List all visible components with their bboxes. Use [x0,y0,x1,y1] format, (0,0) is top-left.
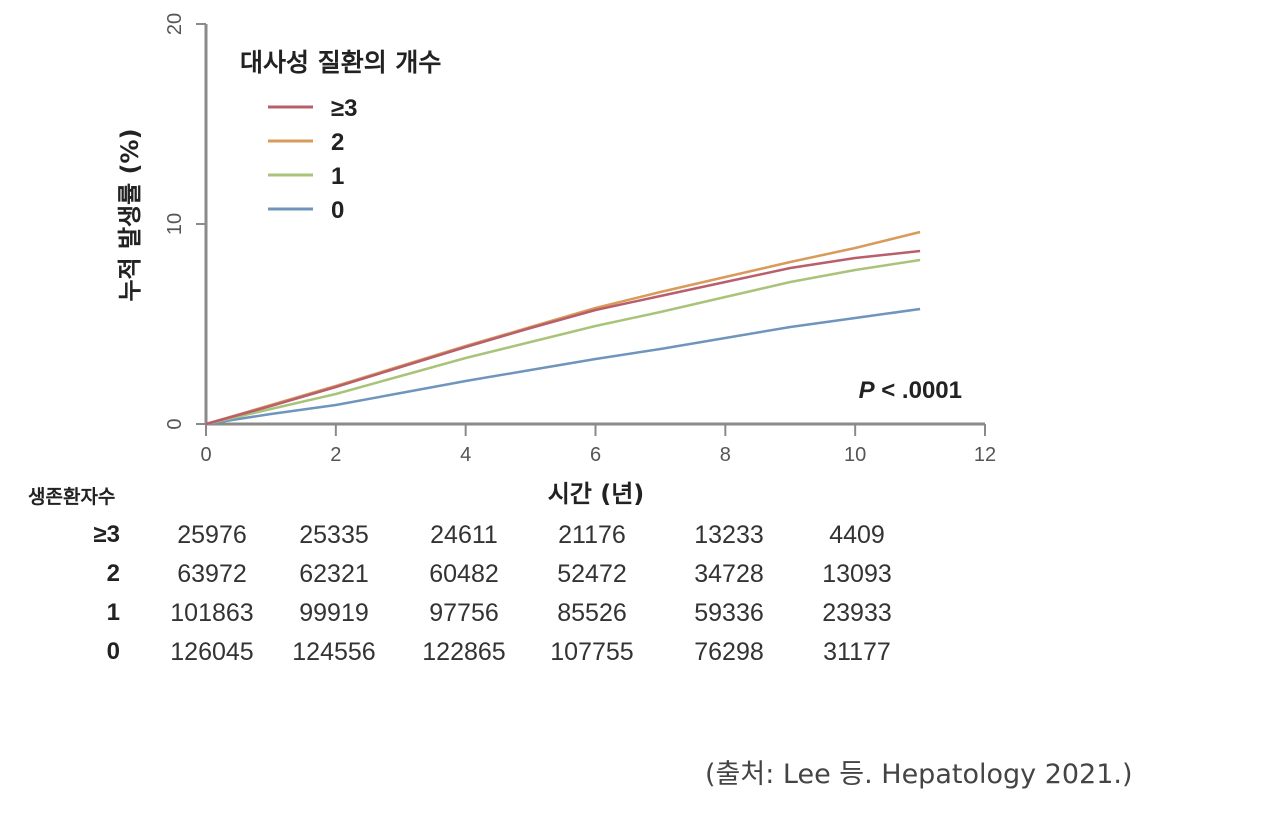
at-risk-cell: 107755 [550,638,634,666]
at-risk-cell: 25976 [177,521,247,549]
series-line-2 [205,230,921,426]
at-risk-cell: 59336 [694,599,764,627]
x-tick-label: 8 [720,444,731,466]
at-risk-cell: 4409 [829,521,885,549]
at-risk-cell: 126045 [170,638,254,666]
legend-label: ≥3 [331,95,358,122]
x-tick-label: 0 [200,444,211,466]
at-risk-group-label: 1 [106,599,120,626]
legend-label: 1 [331,163,344,190]
at-risk-group-label: 2 [106,560,120,587]
source-citation: (출처: Lee 등. Hepatology 2021.) [705,759,1133,790]
at-risk-cell: 63972 [177,560,247,588]
at-risk-cell: 24611 [430,521,498,549]
at-risk-cell: 25335 [299,521,369,549]
p-value-annotation: P < .0001 [859,377,962,404]
y-tick-labels: 0 10 20 [164,13,186,430]
at-risk-group-label: ≥3 [93,521,120,548]
at-risk-cell: 101863 [170,599,254,627]
series-line-0 [205,307,921,426]
at-risk-cell: 34728 [694,560,764,588]
y-axis-title: 누적 발생률 (%) [116,128,144,301]
at-risk-group-label: 0 [106,638,120,665]
y-tick-label: 10 [164,213,186,235]
at-risk-cell: 23933 [822,599,892,627]
at-risk-cell: 31177 [823,638,891,666]
y-tick-label: 20 [164,13,186,35]
at-risk-row: 1 101863 99919 97756 85526 59336 23933 [0,593,1000,633]
at-risk-cell: 76298 [694,638,764,666]
legend-label: 0 [331,197,344,224]
at-risk-cell: 21176 [558,521,626,549]
series-line-1 [205,258,921,426]
at-risk-cell: 97756 [429,599,499,627]
legend-title: 대사성 질환의 개수 [240,48,441,77]
x-tick-label: 4 [460,444,471,466]
x-tick-label: 10 [844,444,866,466]
series-lines [205,230,921,426]
at-risk-cell: 85526 [557,599,627,627]
at-risk-cell: 62321 [299,560,369,588]
at-risk-row: 2 63972 62321 60482 52472 34728 13093 [0,554,1000,594]
at-risk-row: ≥3 25976 25335 24611 21176 13233 4409 [0,515,1000,555]
x-axis-title: 시간 (년) [548,480,645,508]
at-risk-cell: 52472 [557,560,627,588]
legend-label: 2 [331,129,344,156]
x-tick-label: 2 [330,444,341,466]
at-risk-cell: 124556 [292,638,376,666]
at-risk-cell: 122865 [422,638,506,666]
x-tick-label: 6 [590,444,601,466]
at-risk-cell: 60482 [429,560,499,588]
x-ticks: 0 2 4 6 8 10 12 [200,424,996,466]
series-line-gte3 [205,249,921,426]
x-tick-label: 12 [974,444,996,466]
at-risk-row: 0 126045 124556 122865 107755 76298 31177 [0,632,1000,672]
legend: 대사성 질환의 개수 ≥3 2 1 0 [240,48,441,224]
y-tick-label: 0 [164,418,186,429]
at-risk-cell: 13233 [694,521,764,549]
at-risk-cell: 13093 [822,560,892,588]
at-risk-table-title: 생존환자수 [28,486,116,508]
at-risk-cell: 99919 [299,599,369,627]
